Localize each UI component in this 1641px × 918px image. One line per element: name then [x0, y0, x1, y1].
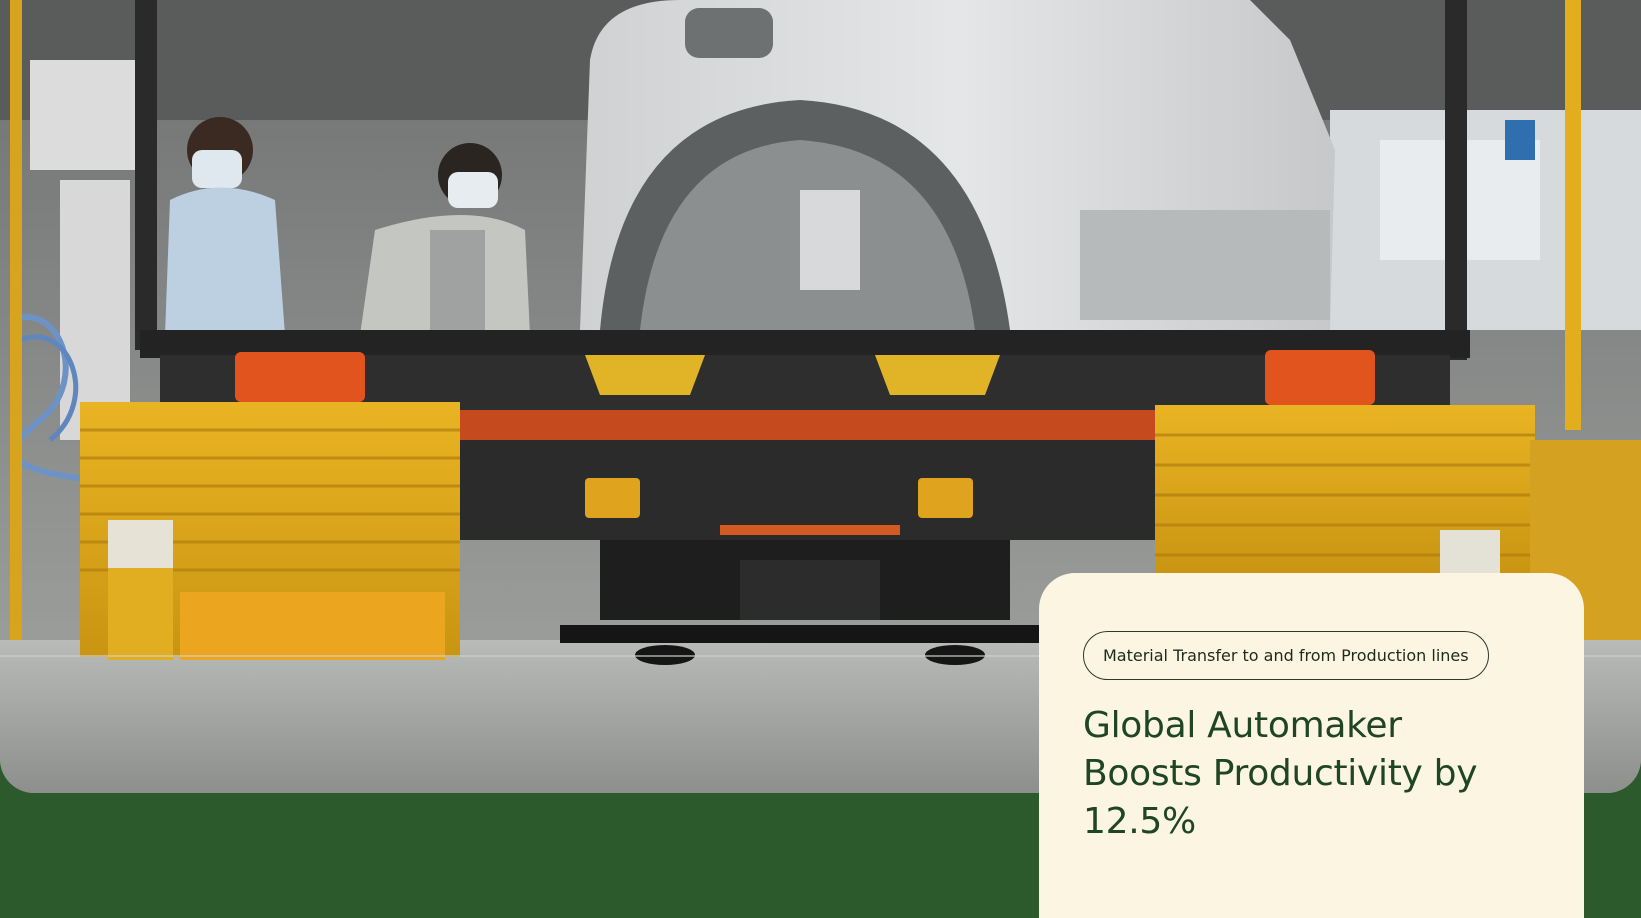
category-pill: Material Transfer to and from Production…	[1083, 631, 1489, 680]
headline-line-2: Boosts Productivity by	[1083, 753, 1478, 794]
headline-line-3: 12.5%	[1083, 801, 1196, 842]
case-study-card[interactable]: Material Transfer to and from Production…	[1039, 573, 1584, 918]
headline-line-1: Global Automaker	[1083, 705, 1402, 746]
case-study-headline: Global Automaker Boosts Productivity by …	[1083, 702, 1544, 846]
